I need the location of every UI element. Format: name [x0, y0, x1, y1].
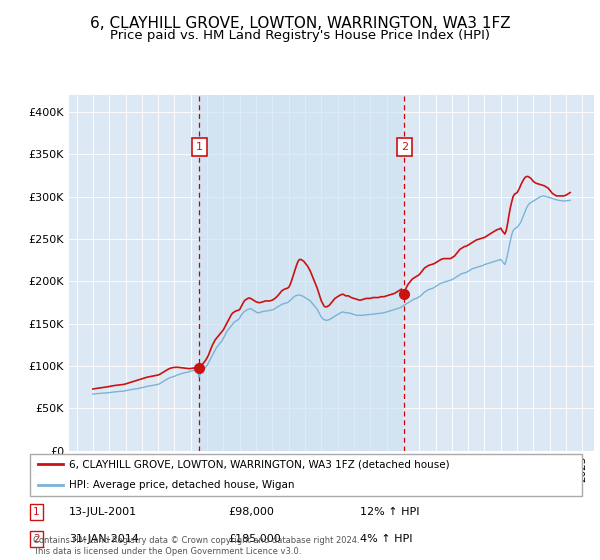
Text: Contains HM Land Registry data © Crown copyright and database right 2024.
This d: Contains HM Land Registry data © Crown c…	[33, 536, 359, 556]
Text: 13-JUL-2001: 13-JUL-2001	[69, 507, 137, 517]
Text: 31-JAN-2014: 31-JAN-2014	[69, 534, 139, 544]
Text: 1: 1	[196, 142, 203, 152]
FancyBboxPatch shape	[30, 454, 582, 496]
Text: £185,000: £185,000	[228, 534, 281, 544]
Text: 1: 1	[33, 507, 40, 517]
Text: 12% ↑ HPI: 12% ↑ HPI	[360, 507, 419, 517]
Text: 2: 2	[401, 142, 408, 152]
Text: 2: 2	[33, 534, 40, 544]
Text: Price paid vs. HM Land Registry's House Price Index (HPI): Price paid vs. HM Land Registry's House …	[110, 29, 490, 42]
Text: 4% ↑ HPI: 4% ↑ HPI	[360, 534, 413, 544]
Text: 6, CLAYHILL GROVE, LOWTON, WARRINGTON, WA3 1FZ (detached house): 6, CLAYHILL GROVE, LOWTON, WARRINGTON, W…	[68, 459, 449, 469]
Text: HPI: Average price, detached house, Wigan: HPI: Average price, detached house, Wiga…	[68, 480, 294, 490]
Bar	[199, 95, 404, 451]
Text: 6, CLAYHILL GROVE, LOWTON, WARRINGTON, WA3 1FZ: 6, CLAYHILL GROVE, LOWTON, WARRINGTON, W…	[89, 16, 511, 31]
Text: £98,000: £98,000	[228, 507, 274, 517]
